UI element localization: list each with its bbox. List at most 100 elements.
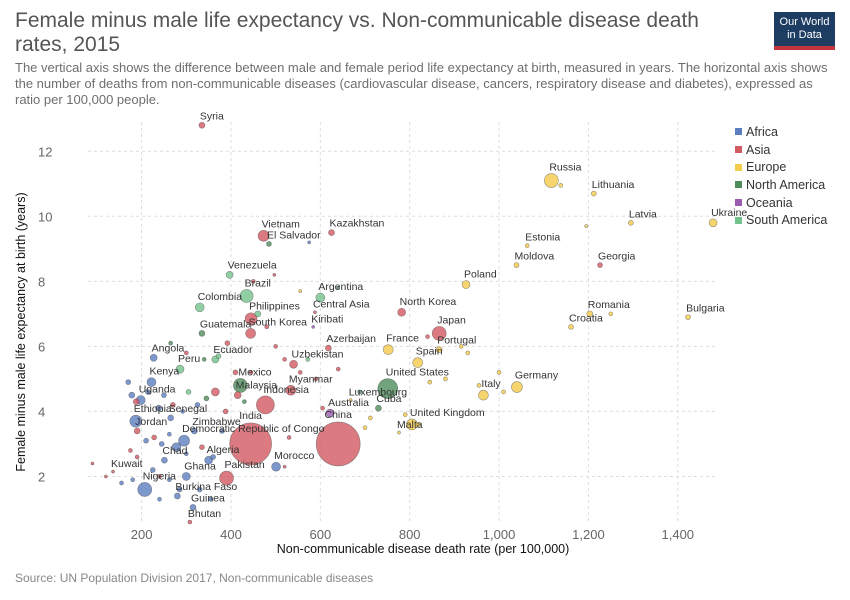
point-label: South Korea	[249, 316, 308, 328]
data-point-unlabeled	[168, 340, 173, 346]
data-point-unlabeled	[254, 310, 262, 318]
data-point-unlabeled	[272, 273, 277, 277]
point-label: Malta	[397, 419, 423, 431]
point-label: Jordan	[135, 416, 167, 428]
data-point-unlabeled	[251, 279, 256, 284]
data-point	[187, 519, 193, 525]
point-label: Vietnam	[262, 218, 301, 230]
chart-subtitle: The vertical axis shows the difference b…	[15, 60, 828, 107]
data-point	[133, 427, 141, 435]
point-label: Azerbaijan	[326, 333, 376, 345]
data-point-unlabeled	[132, 398, 140, 405]
point-label: Italy	[481, 378, 501, 390]
data-point-unlabeled	[297, 370, 303, 375]
data-point-unlabeled	[128, 448, 133, 453]
point-label: Ghana	[184, 460, 216, 472]
legend-swatch	[735, 216, 742, 224]
data-point	[198, 330, 206, 337]
logo-line-2: in Data	[787, 29, 822, 41]
data-point	[590, 190, 597, 197]
point-label: Romania	[588, 299, 630, 311]
point-label: Burkina Faso	[175, 481, 237, 493]
legend-item[interactable]: Europe	[735, 158, 827, 176]
data-point-unlabeled	[194, 402, 201, 408]
x-tick-label: 600	[309, 527, 331, 542]
data-point	[174, 492, 181, 500]
data-point	[397, 430, 401, 435]
chart-title: Female minus male life expectancy vs. No…	[15, 9, 699, 56]
data-point-unlabeled	[282, 357, 287, 362]
data-point-unlabeled	[196, 486, 203, 493]
owid-logo[interactable]: Our World in Data	[774, 12, 835, 50]
data-point	[597, 262, 603, 268]
legend-swatch	[735, 199, 742, 207]
data-point-unlabeled	[157, 474, 162, 479]
point-label: Cuba	[376, 393, 401, 405]
data-point-unlabeled	[180, 409, 186, 414]
data-point-unlabeled	[157, 496, 162, 502]
legend-item[interactable]: Oceania	[735, 194, 827, 212]
point-label: Ethiopia	[134, 403, 172, 415]
data-point-unlabeled	[167, 431, 172, 437]
point-label: Russia	[549, 162, 581, 174]
y-tick-label: 12	[38, 144, 52, 159]
point-label: France	[386, 333, 419, 345]
data-point-unlabeled	[264, 324, 270, 330]
legend-swatch	[735, 163, 742, 171]
data-point-unlabeled	[134, 454, 140, 460]
data-point	[511, 381, 523, 393]
data-point	[191, 427, 198, 435]
data-point	[382, 344, 394, 355]
point-label: El Salvador	[267, 229, 321, 241]
point-label: Australia	[328, 397, 369, 409]
legend-swatch	[735, 181, 742, 189]
data-point	[137, 482, 153, 497]
data-point	[146, 377, 157, 387]
data-point-unlabeled	[167, 477, 172, 483]
point-label: Spain	[416, 346, 443, 358]
point-label: Germany	[515, 370, 559, 382]
point-label: Bhutan	[188, 508, 221, 520]
data-point-unlabeled	[313, 376, 319, 382]
data-point-unlabeled	[143, 437, 149, 444]
data-point	[229, 422, 272, 466]
data-point-unlabeled	[90, 461, 95, 466]
point-label: Kuwait	[111, 458, 143, 470]
data-point	[129, 414, 143, 428]
legend-swatch	[735, 128, 742, 136]
data-point	[325, 344, 332, 352]
data-point-unlabeled	[458, 344, 464, 349]
legend: Africa Asia Europe North America Oceania Sout…	[735, 123, 827, 229]
point-label: Algeria	[207, 444, 240, 456]
legend-item[interactable]: Asia	[735, 141, 827, 159]
legend-swatch	[735, 146, 742, 154]
point-label: North Korea	[400, 296, 457, 308]
data-point	[198, 121, 206, 129]
y-tick-label: 4	[38, 404, 45, 419]
data-point	[167, 414, 174, 422]
point-label: India	[239, 410, 262, 422]
data-point	[239, 289, 254, 303]
data-point-unlabeled	[155, 404, 162, 412]
data-point-unlabeled	[320, 405, 325, 411]
legend-item[interactable]: South America	[735, 211, 827, 229]
data-point	[285, 384, 297, 396]
data-point-unlabeled	[224, 340, 231, 346]
point-label: Croatia	[569, 312, 603, 324]
data-point	[377, 378, 399, 399]
point-label: Ukraine	[711, 207, 747, 219]
point-label: Estonia	[525, 232, 560, 244]
source-note: Source: UN Population Division 2017, Non…	[15, 571, 374, 585]
data-point-unlabeled	[104, 474, 108, 479]
data-point	[257, 230, 270, 242]
legend-item[interactable]: Africa	[735, 123, 827, 141]
data-point-unlabeled	[161, 392, 167, 398]
data-point	[111, 469, 115, 474]
data-point-unlabeled	[402, 412, 408, 417]
legend-item[interactable]: North America	[735, 176, 827, 194]
data-point	[313, 310, 317, 315]
data-point	[586, 310, 594, 318]
data-point	[175, 364, 185, 374]
point-label: Lithuania	[592, 179, 635, 191]
